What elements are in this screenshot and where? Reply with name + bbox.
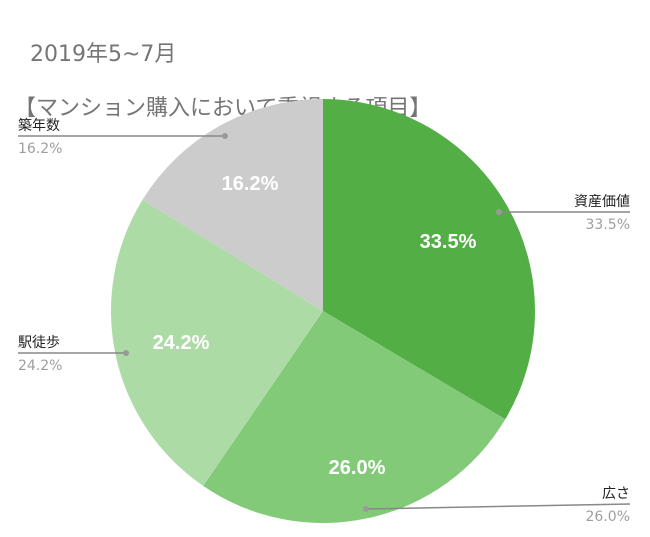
- pie-slice-asset-value: [323, 99, 535, 420]
- slice-category-label: 築年数: [18, 118, 60, 134]
- slice-category-label: 資産価値: [574, 194, 630, 210]
- chart-title-line1: 2019年5~7月: [30, 42, 177, 67]
- pie-slice-building-age: [142, 99, 323, 311]
- pie-slice-station-walk: [110, 199, 323, 486]
- inner-percent-labels: 33.5% 26.0% 24.2% 16.2%: [153, 173, 477, 479]
- pie-slices: [110, 99, 535, 523]
- slice-percent-label: 33.5%: [586, 217, 630, 233]
- slice-category-label: 広さ: [602, 486, 630, 502]
- leader-dot: [123, 350, 129, 356]
- outer-callouts: 資産価値 33.5% 広さ 26.0% 駅徒歩 24.2% 築年数 16.2%: [18, 118, 631, 525]
- slice-percent-label: 24.2%: [18, 358, 62, 374]
- pie-slice-space: [203, 311, 506, 523]
- inner-percent-label: 33.5%: [420, 231, 477, 253]
- leader-dot: [363, 506, 369, 512]
- slice-category-label: 駅徒歩: [18, 335, 60, 351]
- inner-percent-label: 16.2%: [222, 173, 279, 195]
- inner-percent-label: 24.2%: [153, 332, 210, 354]
- slice-percent-label: 26.0%: [586, 509, 630, 525]
- leader-dot: [496, 209, 502, 215]
- leader-line: [365, 503, 631, 510]
- slice-percent-label: 16.2%: [18, 141, 62, 157]
- leader-dot: [222, 133, 228, 139]
- inner-percent-label: 26.0%: [329, 457, 386, 479]
